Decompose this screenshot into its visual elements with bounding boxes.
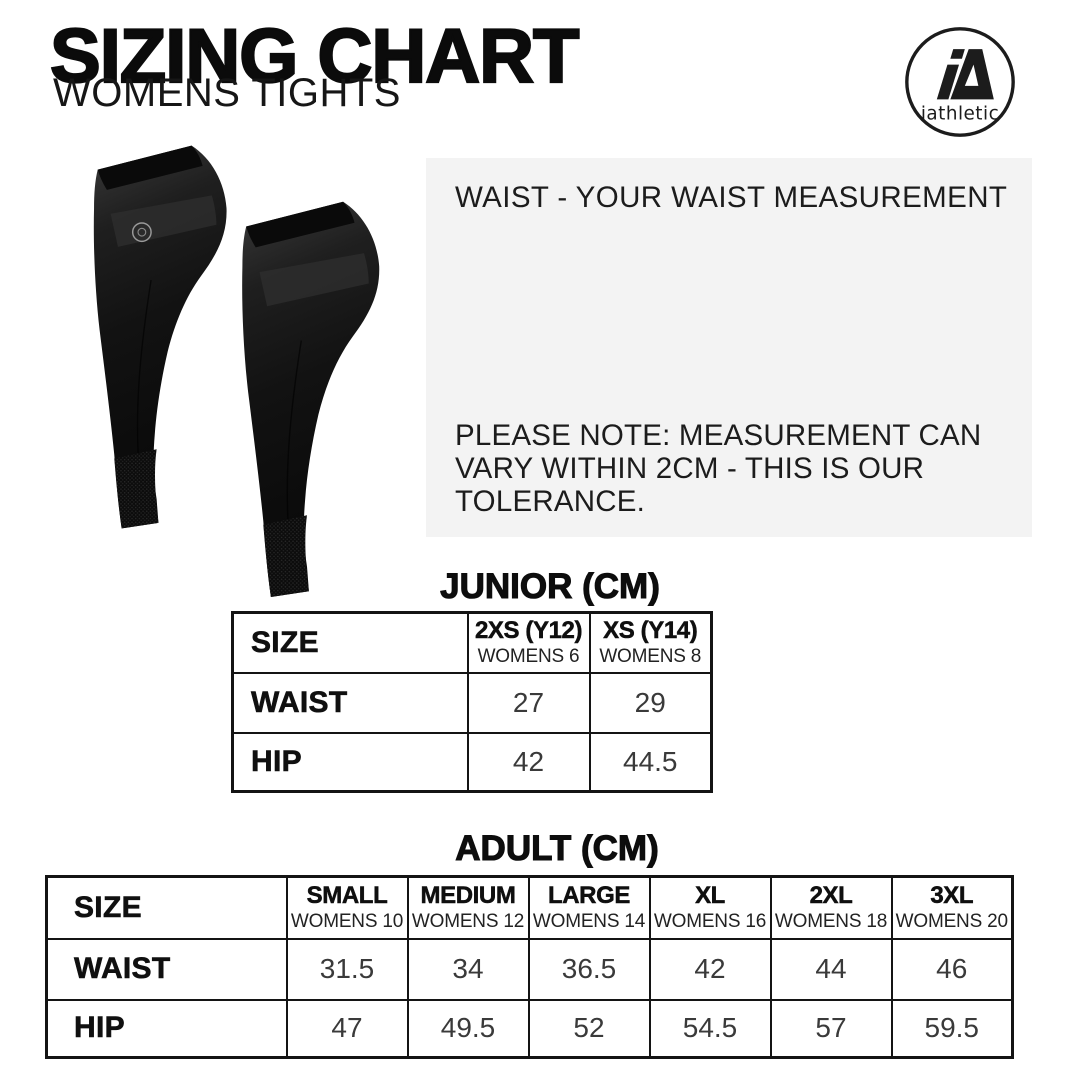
adult-hip-value-6: 59.5 <box>890 998 1014 1059</box>
junior-hip-row: HIP 42 44.5 <box>231 731 713 793</box>
junior-hip-label: HIP <box>231 731 469 793</box>
tolerance-note-text: PLEASE NOTE: MEASUREMENT CAN VARY WITHIN… <box>455 419 981 518</box>
measurement-info-box: WAIST - YOUR WAIST MEASUREMENT PLEASE NO… <box>426 158 1032 537</box>
adult-col-3xl-sublabel: WOMENS 20 <box>895 910 1008 932</box>
adult-waist-value-3: 36.5 <box>527 937 651 1001</box>
junior-waist-label: WAIST <box>231 671 469 734</box>
junior-hip-value-2: 44.5 <box>588 731 713 793</box>
tolerance-note-line-2: VARY WITHIN 2CM - THIS IS OUR <box>455 452 925 485</box>
junior-col-2xs: 2XS (Y12) WOMENS 6 <box>466 611 591 674</box>
adult-col-2xl-sublabel: WOMENS 18 <box>774 910 888 932</box>
adult-col-2xl: 2XL WOMENS 18 <box>769 875 893 940</box>
adult-col-medium: MEDIUM WOMENS 12 <box>406 875 530 940</box>
adult-col-3xl-label: 3XL <box>930 882 974 910</box>
tight-badge-icon <box>131 222 152 243</box>
adult-col-xl-label: XL <box>695 882 726 910</box>
adult-waist-value-1: 31.5 <box>285 937 409 1001</box>
adult-col-medium-sublabel: WOMENS 12 <box>411 910 525 932</box>
adult-hip-value-3: 52 <box>527 998 651 1059</box>
adult-waist-value-4: 42 <box>648 937 772 1001</box>
tight-front-leg <box>93 144 228 530</box>
junior-col-xs-label: XS (Y14) <box>603 617 698 645</box>
junior-table-heading: JUNIOR (CM) <box>440 567 661 606</box>
adult-col-large-label: LARGE <box>547 882 631 910</box>
adult-waist-value-2: 34 <box>406 937 530 1001</box>
adult-col-xl-sublabel: WOMENS 16 <box>653 910 767 932</box>
waist-measurement-text: WAIST - YOUR WAIST MEASUREMENT <box>455 181 1008 214</box>
adult-waist-label: WAIST <box>45 937 288 1001</box>
adult-col-small: SMALL WOMENS 10 <box>285 875 409 940</box>
junior-col-2xs-sublabel: WOMENS 6 <box>477 645 580 667</box>
adult-col-3xl: 3XL WOMENS 20 <box>890 875 1014 940</box>
tight-back-leg <box>241 201 380 598</box>
adult-col-xl: XL WOMENS 16 <box>648 875 772 940</box>
adult-size-label: SIZE <box>45 875 288 940</box>
junior-size-label: SIZE <box>231 611 469 674</box>
junior-waist-row: WAIST 27 29 <box>231 671 713 734</box>
adult-hip-value-5: 57 <box>769 998 893 1059</box>
adult-waist-value-5: 44 <box>769 937 893 1001</box>
page-subtitle: WOMENS TIGHTS <box>53 71 401 115</box>
adult-col-small-sublabel: WOMENS 10 <box>290 910 404 932</box>
tolerance-note-line-1: PLEASE NOTE: MEASUREMENT CAN <box>455 419 982 452</box>
adult-hip-value-1: 47 <box>285 998 409 1059</box>
adult-col-medium-label: MEDIUM <box>420 882 516 910</box>
adult-waist-row: WAIST 31.5 34 36.5 42 44 46 <box>45 937 1014 1001</box>
adult-size-table: SIZE SMALL WOMENS 10 MEDIUM WOMENS 12 LA… <box>45 875 1014 1059</box>
adult-header-row: SIZE SMALL WOMENS 10 MEDIUM WOMENS 12 LA… <box>45 875 1014 940</box>
adult-hip-value-4: 54.5 <box>648 998 772 1059</box>
logo-monogram-icon <box>936 49 994 100</box>
junior-size-table: SIZE 2XS (Y12) WOMENS 6 XS (Y14) WOMENS … <box>231 611 713 793</box>
product-image-tights <box>93 144 380 598</box>
adult-col-large-sublabel: WOMENS 14 <box>532 910 646 932</box>
junior-header-row: SIZE 2XS (Y12) WOMENS 6 XS (Y14) WOMENS … <box>231 611 713 674</box>
tolerance-note-line-3: TOLERANCE. <box>455 485 645 518</box>
adult-hip-value-2: 49.5 <box>406 998 530 1059</box>
adult-hip-row: HIP 47 49.5 52 54.5 57 59.5 <box>45 998 1014 1059</box>
logo-wordmark: iathletic <box>921 104 999 125</box>
junior-waist-value-1: 27 <box>466 671 591 734</box>
adult-hip-label: HIP <box>45 998 288 1059</box>
adult-col-small-label: SMALL <box>306 882 388 910</box>
junior-col-xs-sublabel: WOMENS 8 <box>599 645 702 667</box>
adult-col-large: LARGE WOMENS 14 <box>527 875 651 940</box>
brand-logo: iathletic <box>905 27 1015 137</box>
adult-col-2xl-label: 2XL <box>809 882 853 910</box>
junior-col-xs: XS (Y14) WOMENS 8 <box>588 611 713 674</box>
junior-col-2xs-label: 2XS (Y12) <box>474 617 583 645</box>
junior-hip-value-1: 42 <box>466 731 591 793</box>
adult-waist-value-6: 46 <box>890 937 1014 1001</box>
page-title: SIZING CHART <box>49 14 581 99</box>
junior-waist-value-2: 29 <box>588 671 713 734</box>
adult-table-heading: ADULT (CM) <box>455 829 660 868</box>
